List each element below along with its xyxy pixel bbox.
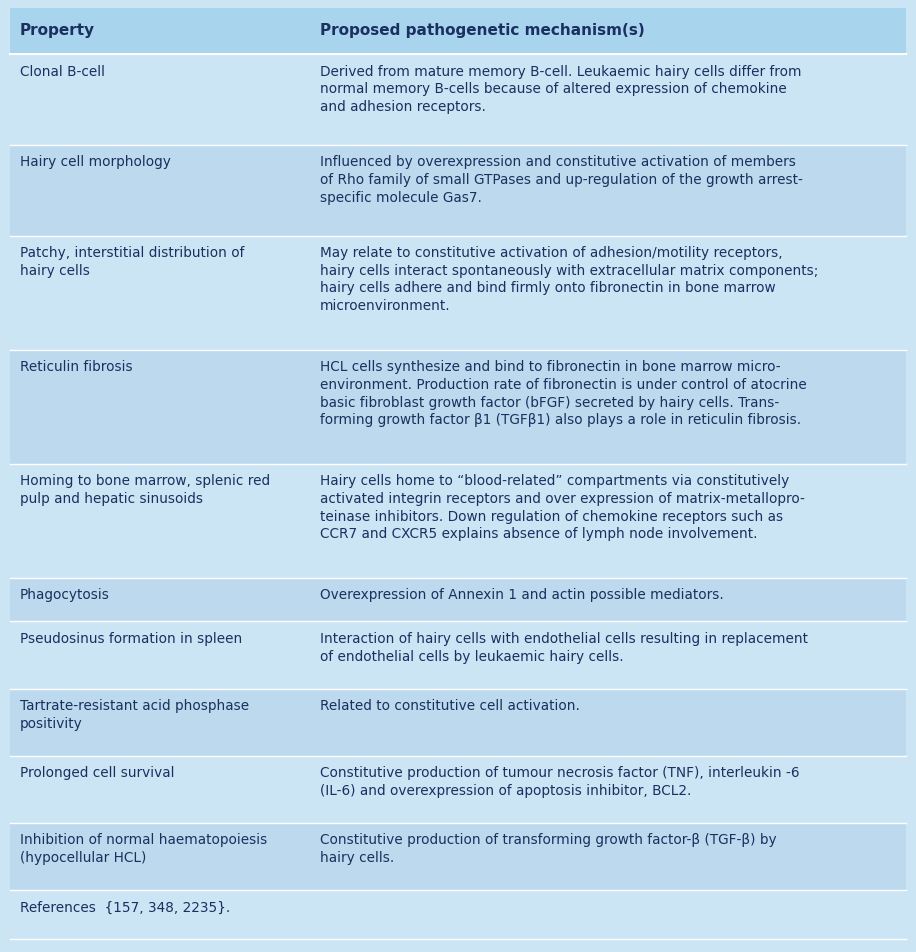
Text: Homing to bone marrow, splenic red
pulp and hepatic sinusoids: Homing to bone marrow, splenic red pulp … bbox=[20, 474, 270, 506]
Text: References  {157, 348, 2235}.: References {157, 348, 2235}. bbox=[20, 901, 230, 915]
Bar bbox=[10, 578, 906, 622]
Text: Clonal B-cell: Clonal B-cell bbox=[20, 65, 105, 78]
Bar bbox=[10, 890, 906, 940]
Text: Interaction of hairy cells with endothelial cells resulting in replacement
of en: Interaction of hairy cells with endothel… bbox=[321, 632, 808, 664]
Text: Related to constitutive cell activation.: Related to constitutive cell activation. bbox=[321, 699, 580, 713]
Text: Phagocytosis: Phagocytosis bbox=[20, 588, 110, 602]
Text: HCL cells synthesize and bind to fibronectin in bone marrow micro-
environment. : HCL cells synthesize and bind to fibrone… bbox=[321, 360, 807, 427]
Bar bbox=[10, 54, 906, 145]
Text: Reticulin fibrosis: Reticulin fibrosis bbox=[20, 360, 133, 374]
Text: Tartrate-resistant acid phosphase
positivity: Tartrate-resistant acid phosphase positi… bbox=[20, 699, 249, 731]
Text: Prolonged cell survival: Prolonged cell survival bbox=[20, 766, 175, 780]
Text: May relate to constitutive activation of adhesion/motility receptors,
hairy cell: May relate to constitutive activation of… bbox=[321, 246, 819, 313]
Text: Pseudosinus formation in spleen: Pseudosinus formation in spleen bbox=[20, 632, 242, 645]
Text: Constitutive production of tumour necrosis factor (TNF), interleukin -6
(IL-6) a: Constitutive production of tumour necros… bbox=[321, 766, 800, 798]
Bar bbox=[10, 464, 906, 578]
Text: Constitutive production of transforming growth factor-β (TGF-β) by
hairy cells.: Constitutive production of transforming … bbox=[321, 833, 777, 865]
Text: Inhibition of normal haematopoiesis
(hypocellular HCL): Inhibition of normal haematopoiesis (hyp… bbox=[20, 833, 267, 865]
Bar bbox=[10, 688, 906, 756]
Text: Overexpression of Annexin 1 and actin possible mediators.: Overexpression of Annexin 1 and actin po… bbox=[321, 588, 724, 602]
Bar bbox=[10, 145, 906, 235]
Text: Hairy cell morphology: Hairy cell morphology bbox=[20, 155, 171, 169]
Text: Proposed pathogenetic mechanism(s): Proposed pathogenetic mechanism(s) bbox=[321, 24, 645, 38]
Bar bbox=[10, 622, 906, 688]
Bar bbox=[10, 235, 906, 349]
Bar bbox=[10, 349, 906, 464]
Bar bbox=[10, 756, 906, 823]
Bar bbox=[10, 8, 906, 54]
Text: Patchy, interstitial distribution of
hairy cells: Patchy, interstitial distribution of hai… bbox=[20, 246, 245, 278]
Text: Derived from mature memory B-cell. Leukaemic hairy cells differ from
normal memo: Derived from mature memory B-cell. Leuka… bbox=[321, 65, 802, 114]
Bar bbox=[10, 823, 906, 890]
Text: Property: Property bbox=[20, 24, 95, 38]
Text: Influenced by overexpression and constitutive activation of members
of Rho famil: Influenced by overexpression and constit… bbox=[321, 155, 803, 205]
Text: Hairy cells home to “blood-related” compartments via constitutively
activated in: Hairy cells home to “blood-related” comp… bbox=[321, 474, 805, 542]
